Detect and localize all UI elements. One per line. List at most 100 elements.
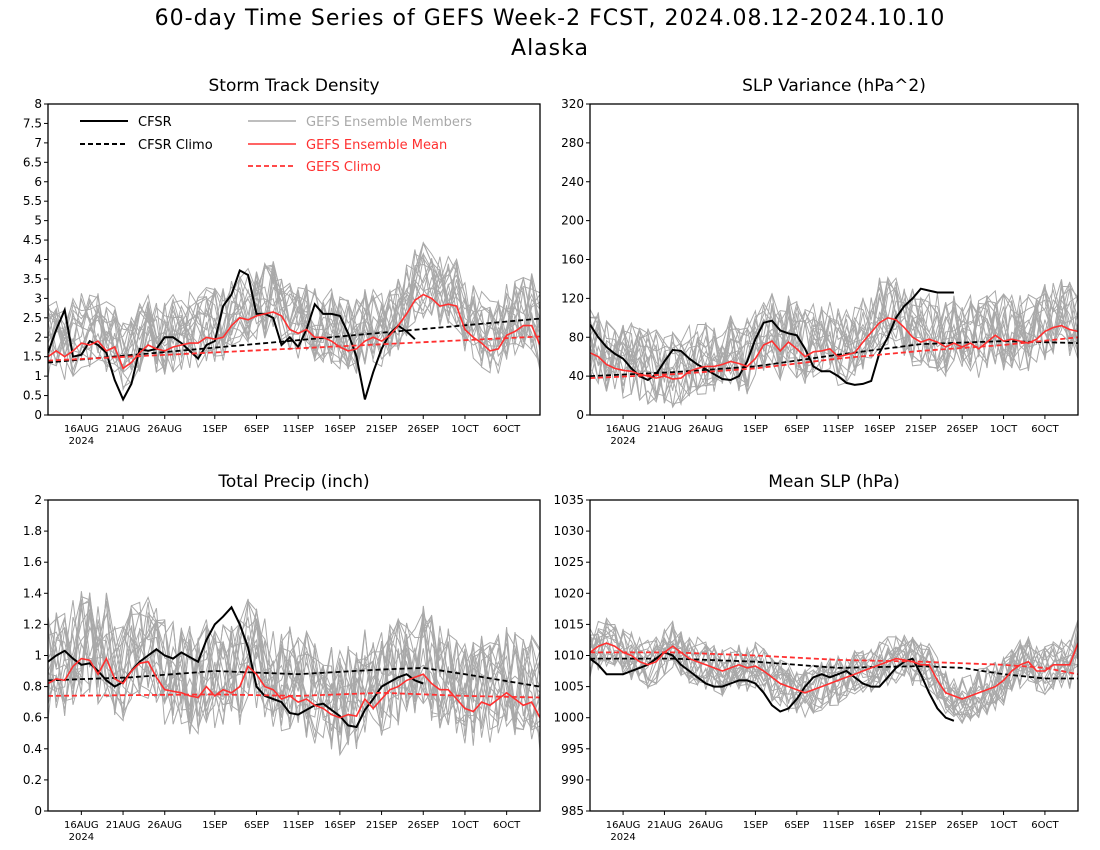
y-tick-label: 240	[561, 175, 584, 189]
x-tick-label: 21SEP	[366, 820, 397, 831]
y-tick-label: 995	[561, 742, 584, 756]
ensemble-member-line	[590, 628, 1078, 721]
y-tick-label: 0.4	[23, 742, 42, 756]
x-tick-label: 16SEP	[864, 820, 895, 831]
y-tick-label: 985	[561, 804, 584, 818]
x-tick-label: 6SEP	[244, 424, 269, 435]
figure-title: 60-day Time Series of GEFS Week-2 FCST, …	[154, 6, 946, 31]
y-tick-label: 1.2	[23, 617, 42, 631]
ensemble-member-line	[48, 595, 540, 750]
chart-panel-4: Mean SLP (hPa) 985 990 995 1000 1005 1010 1015 1…	[553, 472, 1079, 843]
y-tick-label: 3	[34, 291, 42, 305]
y-tick-label: 200	[561, 214, 584, 228]
y-tick-label: 990	[561, 773, 584, 787]
ensemble-member-line	[590, 620, 1078, 718]
x-tick-label: 1SEP	[202, 424, 227, 435]
x-tick-label: 16AUG	[64, 820, 99, 831]
series-line-gefs-climo	[590, 651, 1078, 676]
x-tick-label: 26SEP	[946, 820, 977, 831]
series-line-gefs-climo	[590, 336, 1078, 379]
series-line-cfsr	[590, 651, 955, 722]
ensemble-members	[590, 617, 1078, 725]
y-tick-label: 2	[34, 493, 42, 507]
series-line-cfsr-climo	[48, 317, 540, 364]
x-year-label: 2024	[69, 832, 94, 843]
y-tick-label: 1	[34, 649, 42, 663]
y-tick-label: 0	[34, 804, 42, 818]
y-tick-label: 7	[34, 136, 42, 150]
ensemble-member-line	[590, 286, 1078, 408]
y-tick-label: 4.5	[23, 233, 42, 247]
y-tick-label: 1000	[553, 711, 584, 725]
y-tick-label: 1030	[553, 524, 584, 538]
y-tick-label: 5	[34, 214, 42, 228]
legend-label-gefs-climo: GEFS Climo	[306, 160, 381, 175]
x-tick-label: 21AUG	[647, 820, 682, 831]
ensemble-member-line	[48, 241, 540, 373]
ensemble-members	[590, 275, 1078, 409]
ensemble-member-line	[48, 262, 540, 374]
series-line-gefs-ensemble-mean	[48, 656, 540, 719]
legend: CFSR CFSR Climo GEFS Ensemble Members GEFS …	[80, 115, 472, 175]
x-tick-label: 21AUG	[106, 820, 141, 831]
ensemble-member-line	[590, 634, 1078, 720]
y-tick-label: 7.5	[23, 116, 42, 130]
x-tick-label: 26AUG	[688, 424, 723, 435]
y-tick-label: 1035	[553, 493, 584, 507]
ensemble-members	[48, 591, 540, 757]
series-line-gefs-ensemble-mean	[48, 293, 540, 370]
x-tick-label: 26SEP	[408, 424, 439, 435]
y-tick-label: 320	[561, 97, 584, 111]
x-tick-label: 26AUG	[147, 820, 182, 831]
x-tick-label: 11SEP	[822, 424, 853, 435]
ensemble-members	[48, 241, 540, 392]
panel-title: SLP Variance (hPa^2)	[742, 76, 926, 96]
y-tick-label: 2	[34, 330, 42, 344]
y-tick-label: 0	[576, 408, 584, 422]
chart-panel-1: Storm Track Density 0 0.5 1 1.5 2 2.5 3 3.5 4 4.5 5…	[23, 76, 541, 447]
y-tick-label: 1015	[553, 617, 584, 631]
chart-panel-2: SLP Variance (hPa^2) 0 40 80 120 160 200 240 280…	[561, 76, 1079, 447]
x-tick-label: 1OCT	[451, 424, 479, 435]
x-year-label: 2024	[69, 436, 94, 447]
legend-label-mean: GEFS Ensemble Mean	[306, 138, 447, 153]
ensemble-member-line	[48, 599, 540, 736]
x-tick-label: 21SEP	[905, 424, 936, 435]
y-tick-label: 1025	[553, 555, 584, 569]
y-tick-label: 160	[561, 253, 584, 267]
y-tick-label: 120	[561, 291, 584, 305]
x-year-label: 2024	[610, 436, 635, 447]
x-tick-label: 6SEP	[244, 820, 269, 831]
y-tick-label: 2.5	[23, 311, 42, 325]
panel-title: Storm Track Density	[208, 76, 379, 96]
y-tick-label: 3.5	[23, 272, 42, 286]
y-tick-label: 1020	[553, 586, 584, 600]
figure-subtitle: Alaska	[511, 36, 589, 61]
y-tick-label: 1010	[553, 649, 584, 663]
ensemble-member-line	[590, 625, 1078, 715]
y-tick-label: 1	[34, 369, 42, 383]
x-tick-label: 26AUG	[147, 424, 182, 435]
legend-label-cfsr-climo: CFSR Climo	[138, 138, 213, 153]
y-tick-label: 1.4	[23, 586, 42, 600]
x-tick-label: 6OCT	[1031, 424, 1059, 435]
ensemble-member-line	[48, 253, 540, 373]
legend-label-cfsr: CFSR	[138, 115, 172, 130]
x-tick-label: 6OCT	[1031, 820, 1059, 831]
x-tick-label: 16SEP	[324, 820, 355, 831]
x-tick-label: 1SEP	[743, 820, 768, 831]
x-tick-label: 26SEP	[408, 820, 439, 831]
chart-panel-3: Total Precip (inch) 0 0.2 0.4 0.6 0.8 1 1.2 1.4 1…	[23, 472, 541, 843]
y-tick-label: 280	[561, 136, 584, 150]
y-tick-label: 0.2	[23, 773, 42, 787]
series-line-gefs-climo	[48, 335, 540, 362]
x-tick-label: 6SEP	[784, 820, 809, 831]
ensemble-member-line	[48, 601, 540, 753]
series-line-cfsr-climo	[48, 666, 540, 688]
y-tick-label: 0	[34, 408, 42, 422]
y-tick-label: 0.6	[23, 711, 42, 725]
ensemble-member-line	[590, 277, 1078, 396]
x-tick-label: 16AUG	[606, 820, 641, 831]
y-tick-label: 80	[569, 330, 584, 344]
